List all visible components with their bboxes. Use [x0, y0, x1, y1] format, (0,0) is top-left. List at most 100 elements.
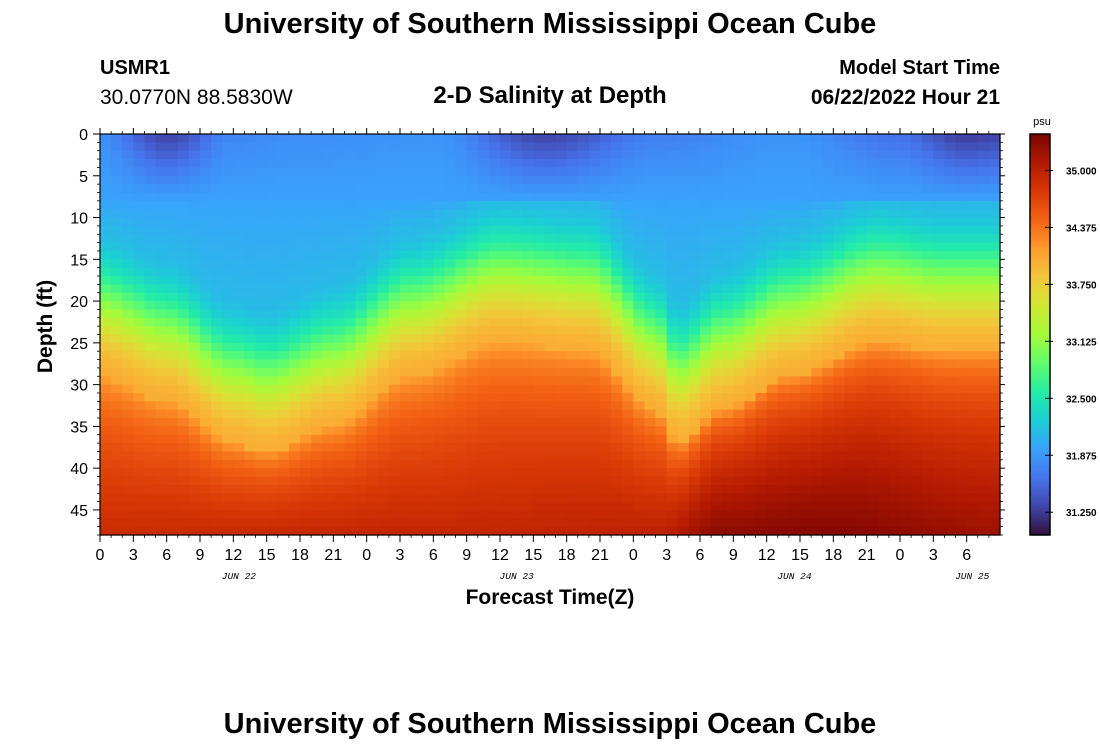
heatmap-cell: [900, 401, 912, 411]
heatmap-cell: [588, 392, 601, 402]
heatmap-cell: [155, 209, 168, 219]
heatmap-cell: [244, 200, 257, 210]
heatmap-cell: [766, 184, 779, 194]
heatmap-cell: [800, 292, 812, 302]
heatmap-cell: [455, 225, 468, 235]
heatmap-cell: [122, 484, 134, 494]
heatmap-cell: [133, 267, 146, 277]
heatmap-cell: [600, 392, 612, 402]
heatmap-cell: [566, 175, 579, 185]
heatmap-cell: [200, 409, 212, 419]
heatmap-cell: [611, 376, 623, 386]
heatmap-cell: [688, 192, 701, 202]
heatmap-cell: [322, 259, 334, 269]
x-tick-label: 15: [258, 547, 276, 564]
heatmap-cell: [133, 276, 146, 285]
heatmap-cell: [455, 351, 468, 361]
heatmap-cell: [211, 359, 223, 369]
heatmap-cell: [222, 134, 234, 143]
heatmap-cell: [988, 234, 1001, 244]
heatmap-cell: [533, 334, 546, 344]
heatmap-cell: [111, 443, 123, 453]
heatmap-cell: [900, 484, 912, 494]
heatmap-cell: [500, 518, 512, 528]
heatmap-cell: [500, 234, 512, 244]
heatmap-cell: [844, 259, 857, 269]
heatmap-cell: [700, 184, 712, 194]
heatmap-cell: [966, 134, 979, 143]
heatmap-cell: [244, 217, 257, 227]
heatmap-cell: [377, 426, 390, 436]
heatmap-cell: [544, 459, 557, 469]
heatmap-cell: [222, 217, 234, 227]
heatmap-cell: [766, 476, 779, 486]
heatmap-cell: [933, 518, 946, 528]
heatmap-cell: [733, 526, 746, 536]
heatmap-cell: [688, 309, 701, 319]
heatmap-cell: [555, 392, 568, 402]
heatmap-cell: [311, 351, 323, 361]
heatmap-cell: [300, 409, 312, 419]
heatmap-cell: [611, 392, 623, 402]
heatmap-cell: [400, 234, 412, 244]
heatmap-cell: [488, 342, 501, 352]
heatmap-cell: [422, 150, 434, 160]
heatmap-cell: [933, 276, 946, 285]
heatmap-cell: [311, 443, 323, 453]
heatmap-cell: [577, 309, 590, 319]
heatmap-cell: [633, 384, 646, 394]
heatmap-cell: [100, 434, 112, 444]
heatmap-cell: [133, 309, 146, 319]
heatmap-cell: [433, 451, 446, 461]
heatmap-cell: [677, 276, 690, 285]
heatmap-cell: [166, 351, 179, 361]
heatmap-cell: [844, 418, 857, 427]
heatmap-cell: [344, 401, 357, 411]
heatmap-cell: [666, 200, 679, 210]
heatmap-cell: [333, 526, 346, 536]
heatmap-cell: [544, 434, 557, 444]
heatmap-cell: [788, 225, 801, 235]
heatmap-cell: [622, 493, 634, 503]
heatmap-cell: [188, 418, 201, 427]
heatmap-cell: [188, 326, 201, 336]
heatmap-cell: [944, 526, 957, 536]
heatmap-cell: [733, 184, 746, 194]
heatmap-cell: [666, 150, 679, 160]
heatmap-cell: [711, 326, 723, 336]
heatmap-cell: [688, 276, 701, 285]
heatmap-cell: [700, 150, 712, 160]
heatmap-cell: [500, 501, 512, 511]
heatmap-cell: [277, 384, 290, 394]
heatmap-cell: [244, 342, 257, 352]
heatmap-cell: [622, 184, 634, 194]
heatmap-cell: [600, 468, 612, 478]
heatmap-cell: [911, 509, 923, 519]
heatmap-cell: [577, 192, 590, 202]
heatmap-cell: [933, 309, 946, 319]
heatmap-cell: [433, 501, 446, 511]
heatmap-cell: [777, 200, 790, 210]
heatmap-cell: [366, 317, 379, 327]
heatmap-cell: [800, 267, 812, 277]
heatmap-cell: [422, 309, 434, 319]
heatmap-cell: [700, 468, 712, 478]
heatmap-cell: [288, 409, 301, 419]
heatmap-cell: [955, 192, 968, 202]
heatmap-cell: [244, 367, 257, 377]
heatmap-cell: [200, 200, 212, 210]
heatmap-cell: [822, 334, 834, 344]
heatmap-cell: [811, 342, 823, 352]
heatmap-cell: [977, 217, 990, 227]
heatmap-cell: [844, 367, 857, 377]
heatmap-cell: [955, 459, 968, 469]
heatmap-cell: [100, 392, 112, 402]
heatmap-cell: [288, 367, 301, 377]
heatmap-cell: [177, 284, 190, 294]
colorbar-ticks: 35.00034.37533.75033.12532.50031.87531.2…: [1045, 166, 1097, 519]
heatmap-cell: [355, 250, 368, 260]
x-tick-label: 21: [858, 547, 876, 564]
heatmap-cell: [233, 476, 246, 486]
heatmap-cell: [811, 434, 823, 444]
heatmap-cell: [788, 159, 801, 169]
